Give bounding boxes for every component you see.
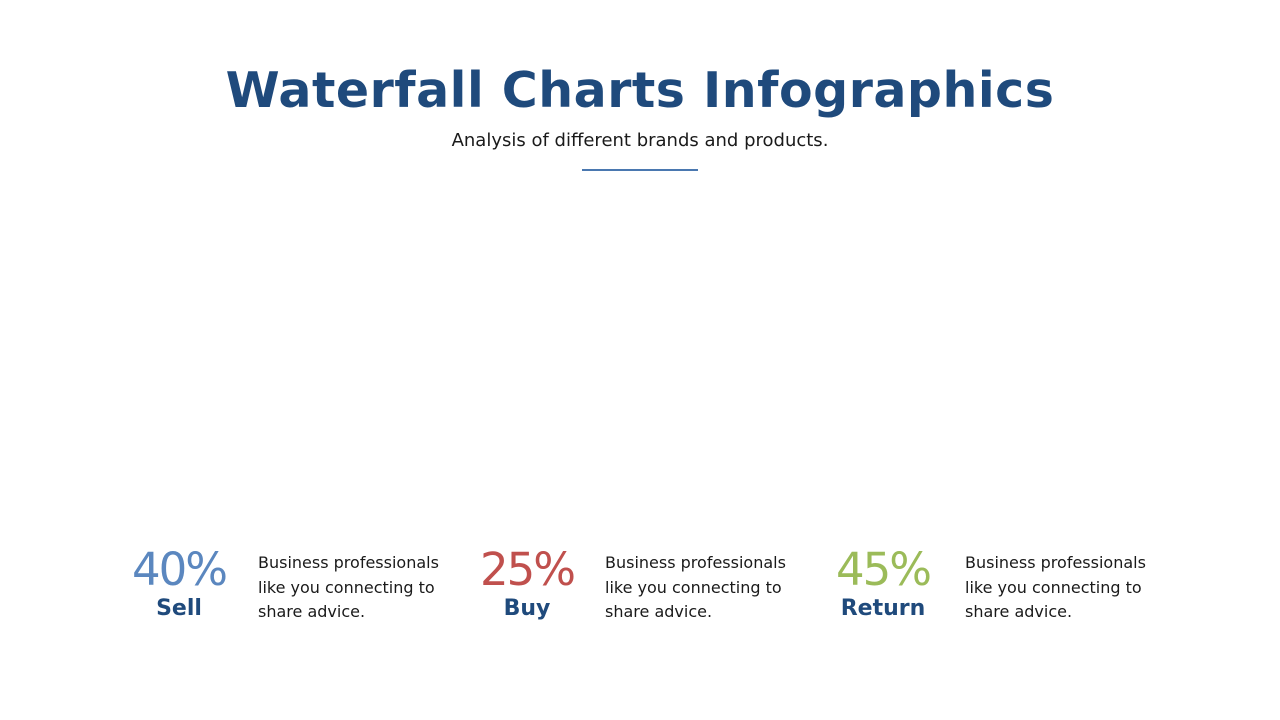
page-subtitle: Analysis of different brands and product… bbox=[451, 130, 829, 151]
title-divider bbox=[582, 169, 698, 171]
page-title: Waterfall Charts Infographics bbox=[225, 62, 1055, 119]
stat-return-description: Business professionals like you connecti… bbox=[965, 553, 1146, 621]
stat-buy-figure: 25% Buy bbox=[477, 544, 577, 622]
stat-buy-description: Business professionals like you connecti… bbox=[605, 553, 786, 621]
stat-sell-value: 40% bbox=[131, 543, 228, 596]
stat-return-label: Return bbox=[840, 596, 926, 621]
stat-return-value: 45% bbox=[835, 543, 932, 596]
stat-buy: 25% Buy Business professionals like you … bbox=[477, 544, 797, 634]
stat-return: 45% Return Business professionals like y… bbox=[833, 544, 1163, 634]
stat-sell-label: Sell bbox=[156, 596, 202, 621]
stat-sell-description: Business professionals like you connecti… bbox=[258, 553, 439, 621]
stat-buy-label: Buy bbox=[503, 596, 551, 621]
stat-sell: 40% Sell Business professionals like you… bbox=[129, 544, 449, 634]
stat-buy-value: 25% bbox=[479, 543, 576, 596]
stat-return-figure: 45% Return bbox=[833, 544, 933, 622]
stat-sell-figure: 40% Sell bbox=[129, 544, 229, 622]
